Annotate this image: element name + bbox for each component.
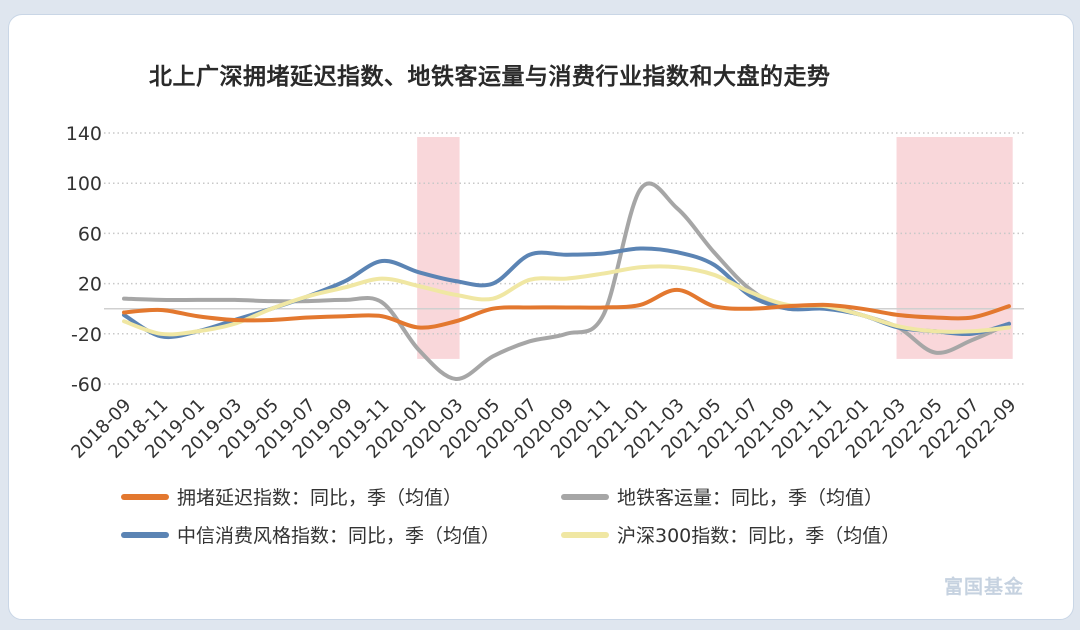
y-tick-label: 60 xyxy=(78,223,102,245)
line-chart: -60-2020601001402018-092018-112019-01201… xyxy=(66,123,1024,463)
legend-label: 沪深300指数：同比，季（均值） xyxy=(617,525,901,547)
y-tick-label: -20 xyxy=(71,324,102,346)
shaded-period-1 xyxy=(896,137,1013,359)
legend-item-3: 沪深300指数：同比，季（均值） xyxy=(561,521,900,548)
legend-swatch xyxy=(561,493,609,500)
y-tick-label: 140 xyxy=(66,123,102,145)
chart-card: 北上广深拥堵延迟指数、地铁客运量与消费行业指数和大盘的走势 -60 -20 20 60… xyxy=(8,14,1074,620)
legend-label: 拥堵延迟指数：同比，季（均值） xyxy=(177,487,463,509)
y-tick-label: 100 xyxy=(66,173,102,195)
legend-swatch xyxy=(121,531,169,538)
legend-label: 地铁客运量：同比，季（均值） xyxy=(617,487,884,509)
y-tick-label: 20 xyxy=(78,274,102,296)
chart-legend: 拥堵延迟指数：同比，季（均值） 地铁客运量：同比，季（均值） 中信消费风格指数：同比… xyxy=(121,483,1001,563)
series-line-3 xyxy=(122,264,1011,337)
y-tick-label: -60 xyxy=(71,374,102,396)
brand-watermark: 富国基金 xyxy=(944,576,1025,598)
legend-label: 中信消费风格指数：同比，季（均值） xyxy=(177,525,501,547)
legend-item-0: 拥堵延迟指数：同比，季（均值） xyxy=(121,483,462,510)
legend-swatch xyxy=(561,531,609,538)
legend-swatch xyxy=(121,493,169,500)
chart-title: 北上广深拥堵延迟指数、地铁客运量与消费行业指数和大盘的走势 xyxy=(149,64,831,90)
series-line-0 xyxy=(122,287,1011,330)
legend-item-2: 中信消费风格指数：同比，季（均值） xyxy=(121,521,500,548)
series-line-1 xyxy=(122,181,1011,381)
series-line-2 xyxy=(122,246,1011,340)
legend-item-1: 地铁客运量：同比，季（均值） xyxy=(561,483,883,510)
